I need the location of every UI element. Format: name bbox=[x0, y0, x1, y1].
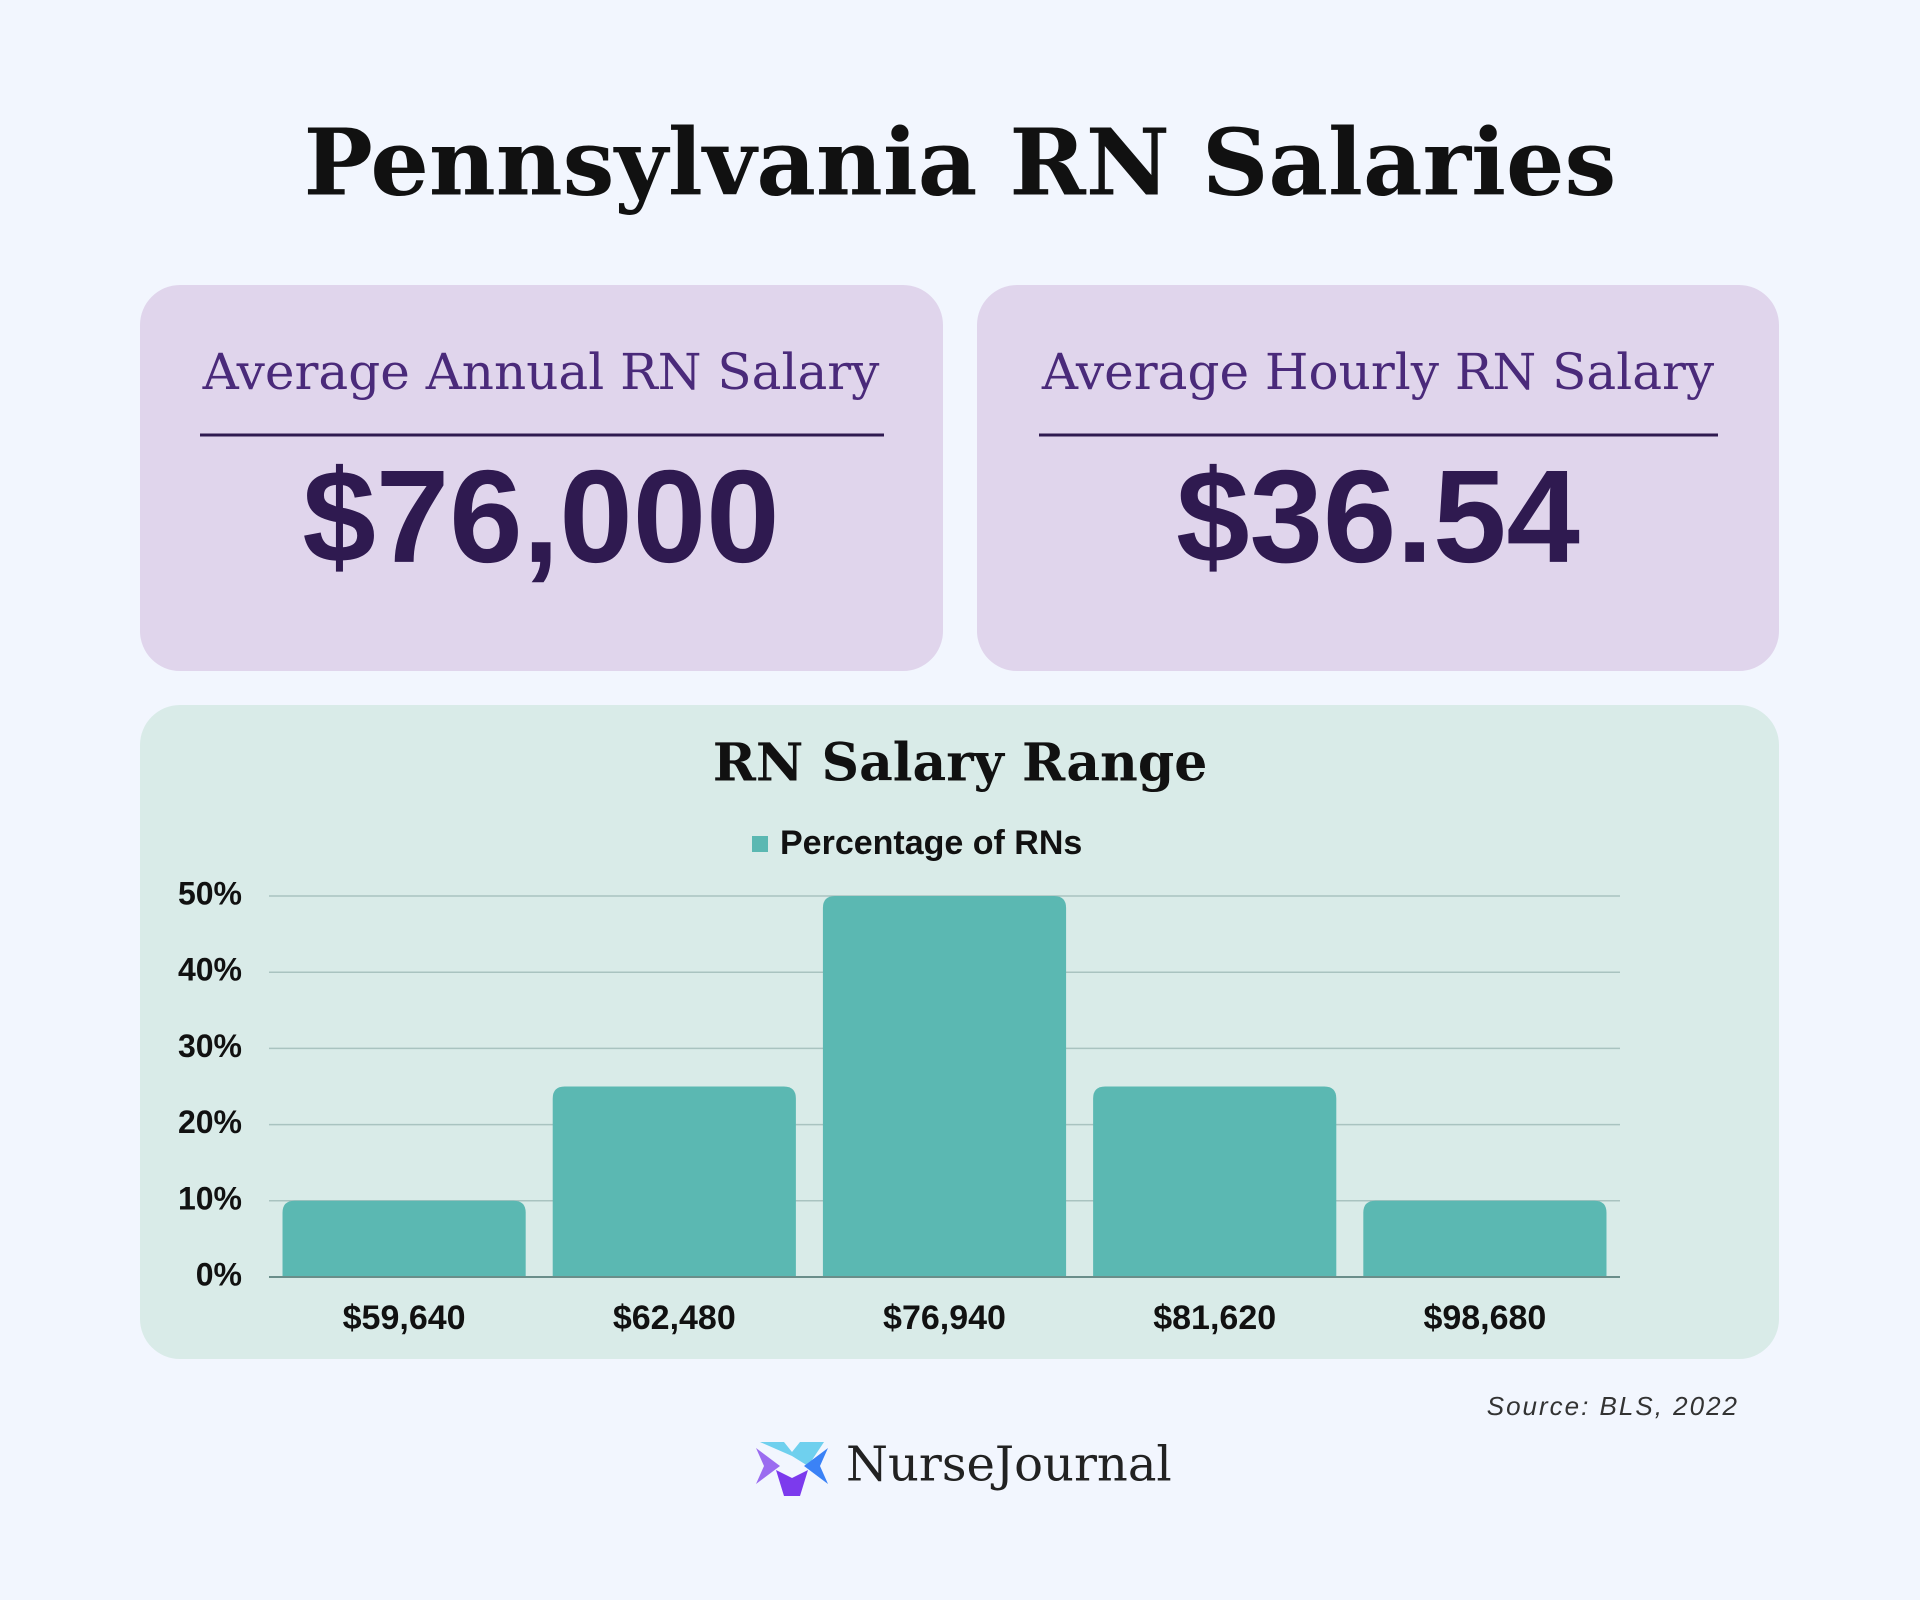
card bbox=[140, 285, 943, 671]
legend-label: Percentage of RNs bbox=[780, 824, 1082, 862]
y-tick-label: 40% bbox=[178, 952, 242, 988]
bar bbox=[1363, 1200, 1607, 1277]
brand-name: NurseJournal bbox=[846, 1437, 1172, 1493]
card-value: $36.54 bbox=[1176, 443, 1580, 590]
bar bbox=[822, 896, 1067, 1277]
page-title: Pennsylvania RN Salaries bbox=[304, 109, 1617, 217]
card-label: Average Annual RN Salary bbox=[202, 343, 881, 401]
bar bbox=[552, 1086, 796, 1277]
x-tick-label: $59,640 bbox=[343, 1299, 466, 1337]
source-note: Source: BLS, 2022 bbox=[1487, 1391, 1739, 1421]
chart-title: RN Salary Range bbox=[713, 733, 1208, 794]
y-tick-label: 0% bbox=[196, 1256, 242, 1292]
chart: 0% 10% 20% 30% 40% 50% Percentage of RNs $59,64… bbox=[178, 824, 1620, 1337]
y-tick-label: 20% bbox=[178, 1104, 242, 1140]
card-label: Average Hourly RN Salary bbox=[1041, 343, 1715, 401]
card bbox=[977, 285, 1779, 671]
x-tick-label: $98,680 bbox=[1423, 1299, 1546, 1337]
y-tick-label: 10% bbox=[178, 1180, 242, 1216]
x-tick-label: $62,480 bbox=[613, 1299, 736, 1337]
legend-swatch bbox=[752, 836, 768, 852]
card-value: $76,000 bbox=[302, 443, 779, 590]
y-tick-label: 50% bbox=[178, 875, 242, 911]
y-tick-label: 30% bbox=[178, 1028, 242, 1064]
bar bbox=[282, 1200, 526, 1277]
x-tick-label: $76,940 bbox=[883, 1299, 1006, 1337]
brand-logo: NurseJournal bbox=[756, 1437, 1172, 1496]
x-tick-label: $81,620 bbox=[1153, 1299, 1276, 1337]
bar bbox=[1093, 1086, 1337, 1277]
